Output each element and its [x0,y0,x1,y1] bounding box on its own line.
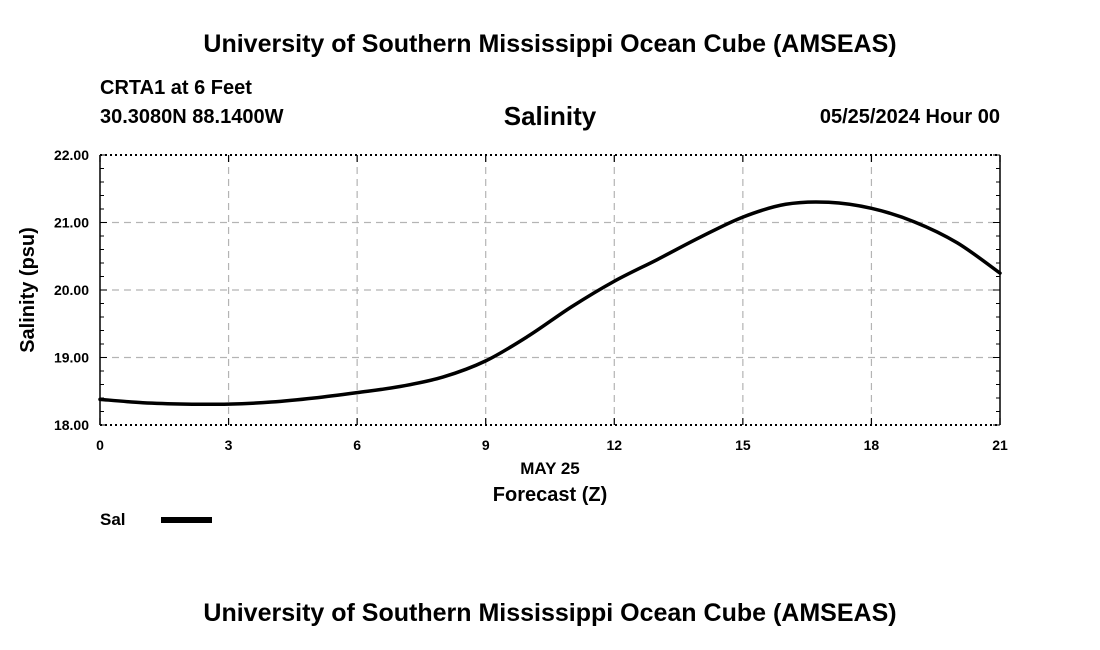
y-tick-label: 21.00 [54,215,89,231]
station-coordinates: 30.3080N 88.1400W [100,106,284,128]
x-tick-label: 3 [225,437,233,453]
x-tick-label: 6 [353,437,361,453]
y-tick-label: 18.00 [54,417,89,433]
x-axis-label: Forecast (Z) [493,484,607,506]
axes [99,154,1001,426]
chart-title: University of Southern Mississippi Ocean… [203,30,897,58]
x-axis-date-label: MAY 25 [520,459,580,478]
legend-line-swatch [161,517,212,523]
x-tick-label: 9 [482,437,490,453]
y-axis-label: Salinity (psu) [17,227,39,353]
x-tick-label: 12 [606,437,622,453]
legend-label: Sal [100,510,126,529]
y-tick-label: 20.00 [54,282,89,298]
axis-labels: 18.00 19.00 20.00 21.00 22.00 0 3 6 9 12 15 18 21 MAY… [17,147,1008,506]
series-line-sal [98,200,1002,407]
variable-title: Salinity [503,101,597,131]
station-label: CRTA1 at 6 Feet [100,77,252,99]
grid [100,155,1000,425]
y-tick-label: 22.00 [54,147,89,163]
x-tick-label: 0 [96,437,104,453]
x-tick-label: 21 [992,437,1008,453]
footer-title: University of Southern Mississippi Ocean… [203,599,897,627]
x-tick-label: 18 [864,437,880,453]
x-tick-label: 15 [735,437,751,453]
series-layer [98,200,1002,407]
forecast-datetime: 05/25/2024 Hour 00 [819,106,1000,128]
y-tick-label: 19.00 [54,350,89,366]
